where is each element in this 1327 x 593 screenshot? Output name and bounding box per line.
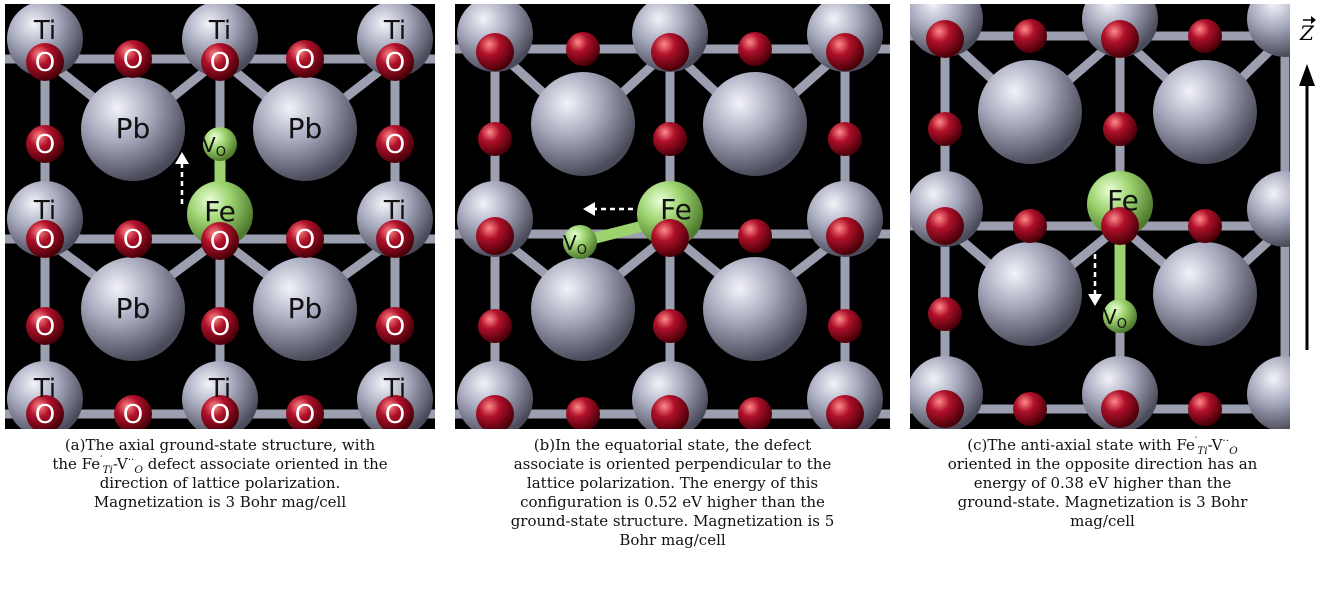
- panel-a-label-o: O: [295, 45, 315, 75]
- z-axis-label: Z: [1299, 21, 1315, 45]
- panel-a-fe-atom: [187, 181, 253, 247]
- panel-c-pb-atoms: [978, 60, 1257, 346]
- panel-a-label-o: O: [210, 400, 230, 429]
- panel-c-o-below-fe: [1101, 207, 1139, 245]
- panel-c-label-vo: VO: [1103, 305, 1127, 332]
- caption-b-line: Bohr mag/cell: [619, 531, 726, 549]
- caption-b-line: configuration is 0.52 eV higher than the: [520, 493, 825, 511]
- panel-a-label-o: O: [295, 400, 315, 429]
- panel-a-label-ti: Ti: [383, 374, 406, 404]
- panel-c-structure: Fe VO: [910, 4, 1290, 429]
- caption-a-sub: Ti: [102, 464, 113, 476]
- panel-c-label-fe: Fe: [1107, 184, 1139, 217]
- panel-c-ti-atoms: [910, 4, 1290, 429]
- caption-a-prefix: (a): [64, 436, 86, 454]
- caption-b-line: associate is oriented perpendicular to t…: [513, 455, 832, 473]
- panel-a-label-o: O: [210, 227, 230, 257]
- caption-a-line: the Fe: [52, 455, 101, 473]
- panel-a-label-pb: Pb: [288, 112, 323, 145]
- panel-b-displacement-arrow: [583, 202, 633, 216]
- panel-a-pb-atoms: [81, 77, 357, 361]
- panel-c-displacement-arrow: [1088, 254, 1102, 306]
- caption-a-sub: O: [134, 464, 143, 476]
- caption-c-line: -V: [1207, 436, 1223, 454]
- panel-a-label-o: O: [35, 225, 55, 255]
- panel-a-label-o: O: [295, 225, 315, 255]
- caption-c-line: mag/cell: [1070, 512, 1135, 530]
- panel-a-label-ti: Ti: [383, 16, 406, 46]
- panel-a-label-ti: Ti: [208, 374, 231, 404]
- panel-a-label-ti: Ti: [33, 16, 56, 46]
- caption-c-line: energy of 0.38 eV higher than the: [973, 474, 1232, 492]
- panel-c-vo-vacancy: [1103, 299, 1137, 333]
- panel-b-structure: Fe VO: [455, 4, 890, 429]
- caption-c: (c)The anti-axial state with Fe′Ti-V··O …: [905, 436, 1300, 531]
- panel-a-label-o: O: [385, 225, 405, 255]
- panel-b-o-below-fe: [651, 219, 689, 257]
- caption-a-line: defect associate oriented in the: [143, 455, 388, 473]
- panel-a-label-o: O: [123, 225, 143, 255]
- caption-c-prefix: (c): [967, 436, 988, 454]
- panel-a-label-pb: Pb: [116, 292, 151, 325]
- caption-c-line: The anti-axial state with Fe: [987, 436, 1195, 454]
- caption-b-line: lattice polarization. The energy of this: [526, 474, 819, 492]
- panel-a-label-o: O: [385, 130, 405, 160]
- panel-a-label-ti: Ti: [383, 196, 406, 226]
- vector-arrow-head-icon: [1311, 16, 1316, 24]
- caption-a-sup: ··: [127, 454, 135, 466]
- panel-a-label-o: O: [35, 400, 55, 429]
- caption-c-sub: O: [1229, 445, 1238, 457]
- caption-c-sup: ··: [1222, 435, 1230, 447]
- panel-b-label-fe: Fe: [660, 193, 692, 226]
- caption-a: (a)The axial ground-state structure, wit…: [0, 436, 440, 512]
- panel-a-label-o: O: [210, 312, 230, 342]
- panel-a-label-o: O: [385, 400, 405, 429]
- caption-b: (b)In the equatorial state, the defect a…: [455, 436, 890, 550]
- panel-a-label-fe: Fe: [204, 195, 236, 228]
- z-axis-arrow: Z: [1293, 0, 1327, 364]
- panel-a-label-o: O: [35, 130, 55, 160]
- panel-a-label-vo: VO: [202, 133, 226, 160]
- panel-c-o-atoms: [926, 19, 1222, 428]
- caption-a-sup: ′: [100, 454, 103, 466]
- caption-c-line: oriented in the opposite direction has a…: [947, 455, 1258, 473]
- panel-a-o-below-fe: [201, 222, 239, 260]
- panel-b-label-vo: VO: [563, 231, 587, 258]
- caption-b-line: In the equatorial state, the defect: [555, 436, 812, 454]
- panel-a-structure: Ti Ti Ti Ti Ti Ti Ti Ti Pb Pb Pb Pb Fe V…: [5, 4, 435, 429]
- panel-b-vo-vacancy: [563, 225, 597, 259]
- panel-b-o-atoms: [476, 32, 864, 429]
- panel-a-label-o: O: [123, 45, 143, 75]
- caption-c-line: ground-state. Magnetization is 3 Bohr: [957, 493, 1248, 511]
- caption-b-prefix: (b): [533, 436, 556, 454]
- panel-a-label-ti: Ti: [33, 196, 56, 226]
- caption-a-line: direction of lattice polarization.: [99, 474, 341, 492]
- panel-a-vo-vacancy: [203, 127, 237, 161]
- caption-a-line: The axial ground-state structure, with: [85, 436, 376, 454]
- panel-a-label-pb: Pb: [288, 292, 323, 325]
- caption-c-sub: Ti: [1197, 445, 1208, 457]
- panel-a-label-o: O: [123, 400, 143, 429]
- caption-a-line: Magnetization is 3 Bohr mag/cell: [93, 493, 347, 511]
- panel-a-label-o: O: [210, 48, 230, 78]
- panel-b-pb-atoms: [531, 72, 807, 361]
- caption-b-line: ground-state structure. Magnetization is…: [510, 512, 835, 530]
- panel-a-label-o: O: [385, 48, 405, 78]
- panel-a-label-pb: Pb: [116, 112, 151, 145]
- panel-a-label-o: O: [35, 48, 55, 78]
- panel-a-label-o: O: [385, 312, 405, 342]
- panel-a-o-atoms: [26, 40, 414, 429]
- panel-a-label-ti: Ti: [208, 16, 231, 46]
- caption-a-line: -V: [112, 455, 128, 473]
- panel-a-label-o: O: [35, 312, 55, 342]
- z-axis-arrowhead-icon: [1299, 64, 1315, 86]
- panel-a-displacement-arrow: [175, 152, 189, 204]
- panel-a-label-ti: Ti: [33, 374, 56, 404]
- caption-c-sup: ′: [1194, 435, 1198, 447]
